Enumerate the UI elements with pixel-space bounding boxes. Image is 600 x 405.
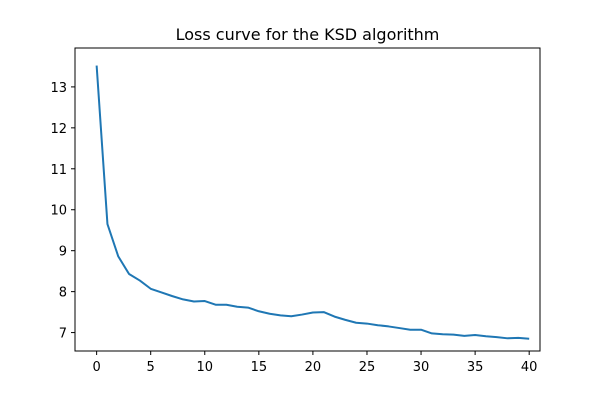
x-tick-label: 30 [413,360,430,375]
y-tick-label: 11 [50,163,67,178]
axis-ticks: 0 5 10 15 20 25 30 35 40 7 8 9 10 11 12 13 [50,81,537,375]
loss-line [95,65,530,340]
chart-title: Loss curve for the KSD algorithm [176,25,440,44]
x-tick-label: 20 [305,360,322,375]
plot-area [95,65,530,340]
y-tick-label: 12 [50,122,67,137]
y-tick-label: 13 [50,81,67,96]
x-tick-label: 25 [359,360,376,375]
y-tick-label: 10 [50,204,67,219]
y-tick-label: 8 [59,286,67,301]
y-tick-label: 9 [59,245,67,260]
x-tick-label: 10 [196,360,213,375]
x-tick-label: 5 [147,360,155,375]
y-tick-label: 7 [59,327,67,342]
x-tick-label: 15 [251,360,268,375]
x-tick-label: 40 [521,360,538,375]
x-tick-label: 0 [92,360,100,375]
x-tick-label: 35 [467,360,484,375]
plot-frame [74,47,541,352]
